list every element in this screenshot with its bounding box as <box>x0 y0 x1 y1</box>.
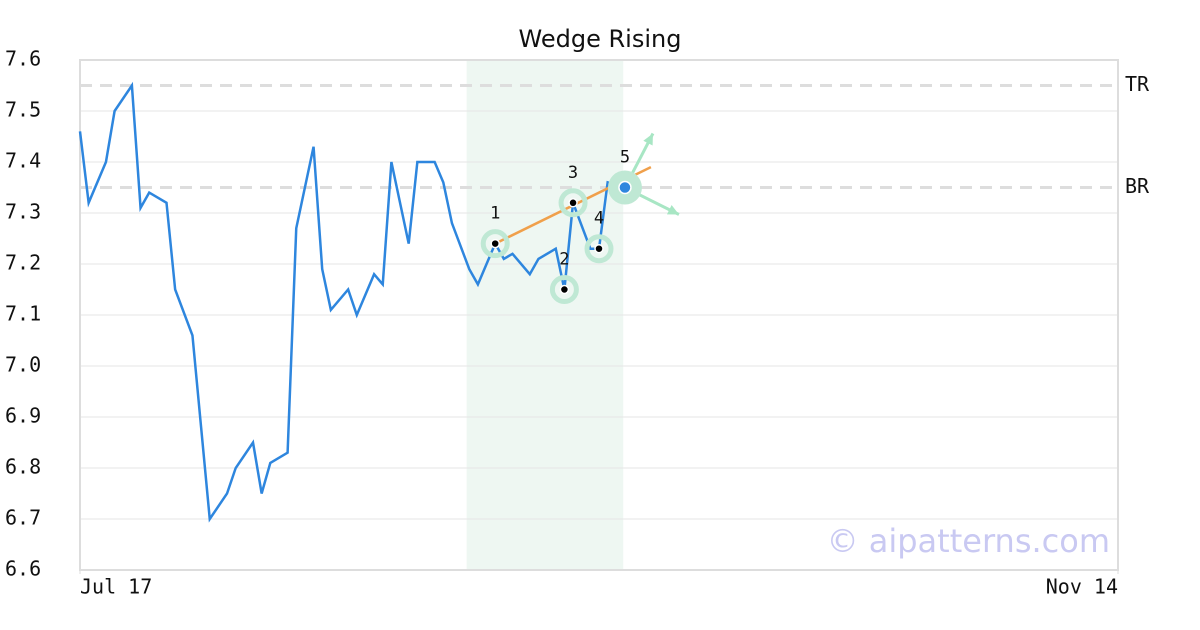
arrow-head <box>666 204 679 215</box>
pattern-label: 2 <box>559 250 569 270</box>
pattern-halo <box>549 275 579 304</box>
x-tick-label: Nov 14 <box>1046 575 1118 599</box>
price-line <box>78 81 626 523</box>
pattern-point <box>490 238 500 249</box>
pattern-label: 4 <box>594 209 604 229</box>
pattern-point <box>559 284 570 295</box>
pattern-halo <box>480 229 510 259</box>
arrow-head <box>643 133 653 146</box>
pattern-halo <box>558 188 588 218</box>
y-tick-label: 7.2 <box>5 251 41 275</box>
y-tick-label: 7.1 <box>5 302 41 326</box>
watermark: © aipatterns.com <box>827 522 1110 560</box>
level-label: BR <box>1125 174 1150 198</box>
pattern-label: 5 <box>620 148 630 168</box>
pattern-point <box>594 243 604 254</box>
plot-frame <box>79 59 1119 571</box>
y-tick-label: 6.8 <box>5 455 41 479</box>
chart-title: Wedge Rising <box>519 25 682 53</box>
pattern-label: 1 <box>490 204 500 224</box>
y-tick-label: 7.5 <box>5 98 41 122</box>
y-tick-label: 6.6 <box>5 557 41 581</box>
y-tick-label: 6.7 <box>5 506 41 530</box>
y-tick-label: 7.0 <box>5 353 41 377</box>
pattern-label: 3 <box>568 163 578 183</box>
y-tick-label: 7.4 <box>5 149 41 173</box>
pattern-point <box>618 180 632 195</box>
x-tick-label: Jul 17 <box>80 575 152 599</box>
y-tick-label: 7.6 <box>5 47 41 71</box>
pattern-halo <box>584 234 614 264</box>
level-label: TR <box>1125 72 1150 96</box>
y-tick-label: 6.9 <box>5 404 41 428</box>
y-tick-label: 7.3 <box>5 200 41 224</box>
pattern-point <box>568 198 578 208</box>
